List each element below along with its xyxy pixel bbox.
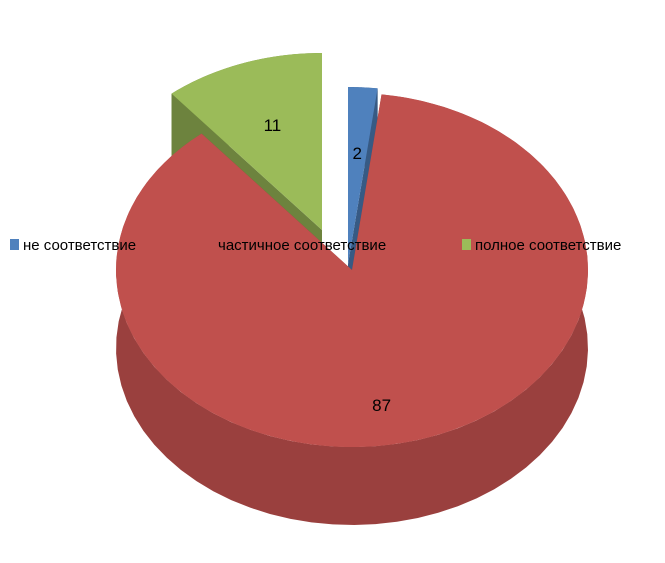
legend-item: частичное соответствие <box>205 237 386 254</box>
legend: не соответствие частичное соответствие пол… <box>10 237 621 254</box>
pie-slice <box>115 94 589 525</box>
pie-slice-top <box>348 87 378 264</box>
legend-label: полное соответствие <box>475 237 621 254</box>
pie-slice-top <box>171 53 322 230</box>
legend-item: не соответствие <box>10 237 136 254</box>
legend-label: частичное соответствие <box>218 237 386 254</box>
data-label: 87 <box>372 396 391 415</box>
legend-swatch <box>462 239 471 250</box>
legend-swatch <box>205 239 214 250</box>
legend-label: не соответствие <box>23 237 136 254</box>
data-label: 2 <box>352 144 361 163</box>
legend-swatch <box>10 239 19 250</box>
legend-item: полное соответствие <box>462 237 621 254</box>
pie-slice-top <box>115 94 589 448</box>
pie-slices <box>115 53 589 525</box>
data-label: 11 <box>264 116 282 135</box>
data-labels: 11 2 87 <box>264 116 391 415</box>
